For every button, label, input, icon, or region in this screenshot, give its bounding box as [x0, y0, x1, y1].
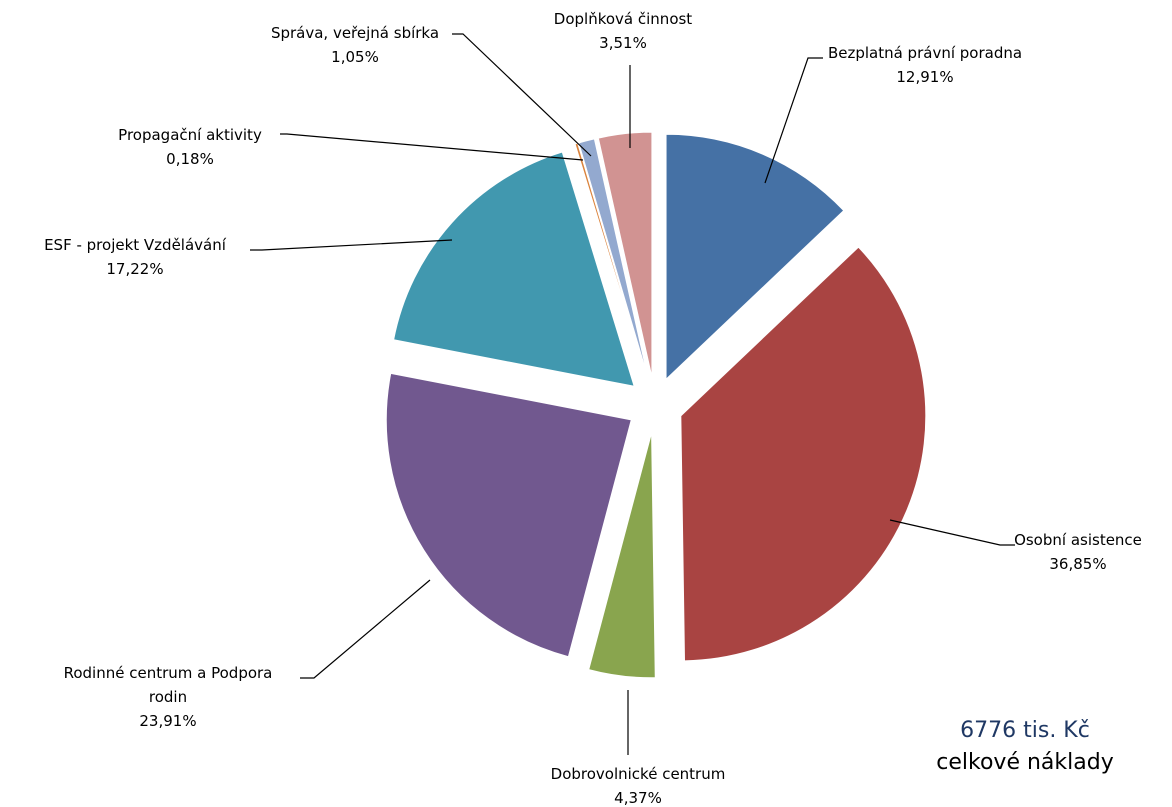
slice-esf-projekt-vzdelavani	[393, 151, 635, 387]
slice-name: Rodinné centrum a Podpora	[64, 664, 273, 682]
slice-label: Doplňková činnost 3,51%	[554, 10, 693, 52]
slice-label: Bezplatná právní poradna 12,91%	[828, 44, 1022, 86]
slice-name: Bezplatná právní poradna	[828, 44, 1022, 62]
slice-label: Správa, veřejná sbírka 1,05%	[271, 24, 439, 66]
slice-bezplatna-pravni-poradna	[665, 133, 845, 381]
leader-lines	[250, 33, 1015, 755]
slice-labels: Bezplatná právní poradna 12,91% Osobní asi…	[44, 10, 1142, 807]
slice-value: 3,51%	[599, 34, 647, 52]
slice-rodinne-centrum-a-podpora-rodin	[385, 372, 632, 658]
slice-name: rodin	[149, 688, 187, 706]
total-costs-value: 6776 tis. Kč	[960, 718, 1090, 743]
pie-slices	[385, 131, 927, 679]
slice-value: 4,37%	[614, 789, 662, 807]
leader-line	[280, 133, 584, 161]
slice-value: 12,91%	[896, 68, 953, 86]
leader-line	[250, 239, 453, 251]
total-costs: 6776 tis. Kč celkové náklady	[915, 715, 1135, 779]
slice-osobni-asistence	[680, 246, 927, 662]
slice-value: 1,05%	[331, 48, 379, 66]
total-costs-caption: celkové náklady	[936, 750, 1114, 775]
slice-name: ESF - projekt Vzdělávání	[44, 236, 227, 254]
leader-line	[764, 57, 823, 184]
slice-name: Dobrovolnické centrum	[551, 765, 726, 783]
slice-doplnkova-cinnost	[597, 131, 653, 378]
leader-line	[452, 33, 592, 157]
leader-line	[300, 579, 431, 679]
slice-name: Doplňková činnost	[554, 10, 693, 28]
slice-dobrovolnicke-centrum	[588, 432, 656, 679]
slice-value: 0,18%	[166, 150, 214, 168]
slice-name: Propagační aktivity	[118, 126, 262, 144]
leader-line	[889, 519, 1015, 546]
slice-value: 36,85%	[1049, 555, 1106, 573]
slice-sprava-verejna-sbirka	[578, 138, 649, 379]
slice-label: Rodinné centrum a Podpora rodin 23,91%	[64, 664, 273, 730]
slice-label: Propagační aktivity 0,18%	[118, 126, 262, 168]
slice-name: Správa, veřejná sbírka	[271, 24, 439, 42]
slice-label: ESF - projekt Vzdělávání 17,22%	[44, 236, 227, 278]
slice-label: Dobrovolnické centrum 4,37%	[551, 765, 726, 807]
slice-label: Osobní asistence 36,85%	[1014, 531, 1142, 573]
slice-value: 17,22%	[106, 260, 163, 278]
slice-value: 23,91%	[139, 712, 196, 730]
slice-name: Osobní asistence	[1014, 531, 1142, 549]
